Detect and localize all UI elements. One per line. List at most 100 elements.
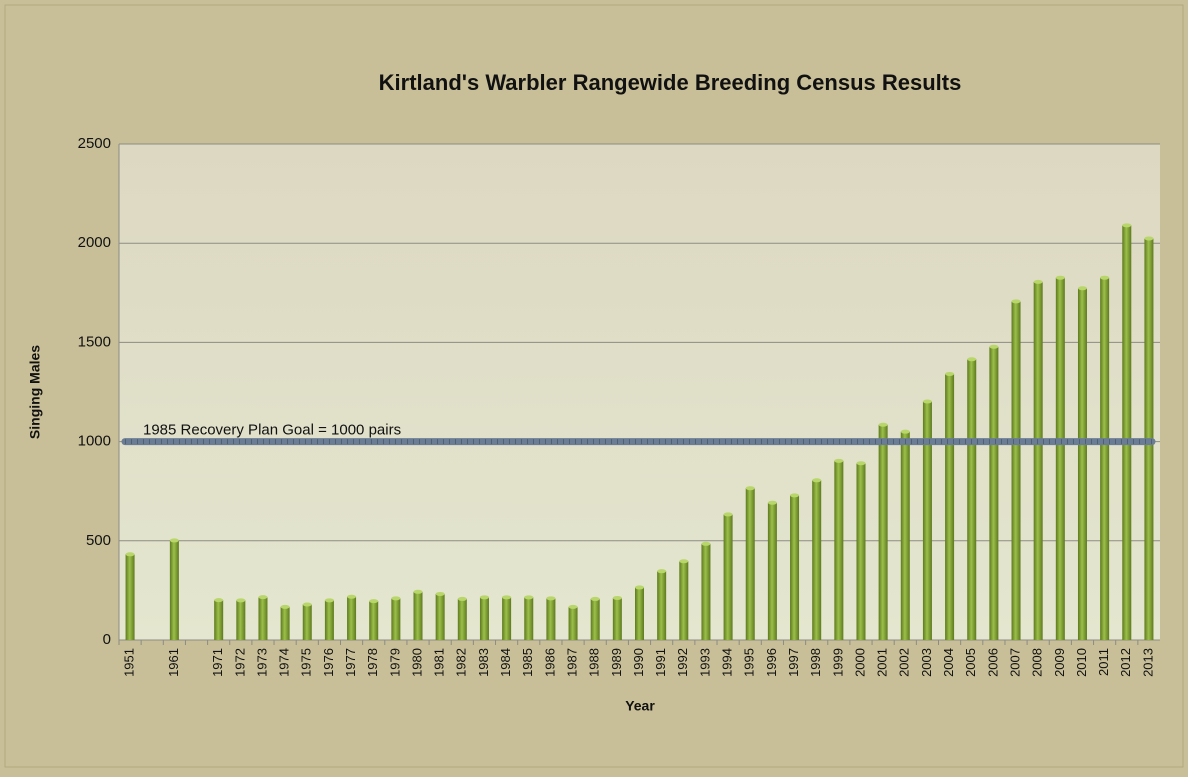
bar xyxy=(790,495,800,640)
bar-cap xyxy=(945,371,955,376)
bar-cap xyxy=(967,357,977,362)
bar xyxy=(1122,225,1132,640)
x-tick-label: 1976 xyxy=(321,648,336,677)
bar-cap xyxy=(125,552,135,557)
bar-cap xyxy=(1144,236,1154,241)
x-tick-label: 1989 xyxy=(609,648,624,677)
plot-area xyxy=(119,144,1160,640)
bar-cap xyxy=(391,596,401,601)
bar xyxy=(1011,301,1021,640)
x-tick-label: 1972 xyxy=(232,648,247,677)
bar-cap xyxy=(657,569,667,574)
bar xyxy=(324,600,334,640)
x-tick-label: 2004 xyxy=(941,648,956,677)
bar xyxy=(657,571,667,640)
bar xyxy=(701,543,711,640)
x-tick-label: 1984 xyxy=(498,648,513,677)
x-tick-label: 2011 xyxy=(1096,648,1111,676)
bar xyxy=(922,401,932,640)
bar-cap xyxy=(900,429,910,434)
bar-cap xyxy=(524,595,534,600)
bar-cap xyxy=(767,500,777,505)
x-tick-label: 1973 xyxy=(254,648,269,677)
x-axis-title: Year xyxy=(625,698,655,714)
x-tick-label: 2013 xyxy=(1140,648,1155,677)
bar-cap xyxy=(258,595,268,600)
x-tick-label: 1982 xyxy=(454,648,469,677)
bar xyxy=(125,554,135,640)
bar xyxy=(524,597,534,640)
goal-label: 1985 Recovery Plan Goal = 1000 pairs xyxy=(143,422,401,439)
x-tick-label: 2012 xyxy=(1118,648,1133,677)
bar xyxy=(302,604,312,640)
bar xyxy=(1055,277,1065,640)
bar xyxy=(989,346,999,640)
bar-cap xyxy=(1055,275,1065,280)
y-axis-title: Singing Males xyxy=(27,345,43,439)
bar-cap xyxy=(701,541,711,546)
bar-cap xyxy=(856,461,866,466)
bar-cap xyxy=(347,594,357,599)
bar-cap xyxy=(834,458,844,463)
bar-cap xyxy=(989,344,999,349)
y-tick-label: 2000 xyxy=(78,234,111,251)
bar-cap xyxy=(413,589,423,594)
bar-cap xyxy=(922,399,932,404)
x-tick-label: 1992 xyxy=(675,648,690,677)
y-tick-label: 500 xyxy=(86,532,111,549)
bar-cap xyxy=(324,598,334,603)
bar xyxy=(568,606,578,640)
bar xyxy=(856,463,866,640)
bar xyxy=(878,424,888,640)
x-tick-label: 2000 xyxy=(852,648,867,677)
x-tick-label: 1993 xyxy=(697,648,712,677)
bar xyxy=(834,460,844,640)
bar-cap xyxy=(280,604,290,609)
x-tick-label: 1987 xyxy=(564,648,579,677)
bar-cap xyxy=(435,591,445,596)
x-tick-label: 1975 xyxy=(299,648,314,677)
x-tick-label: 1979 xyxy=(387,648,402,677)
y-tick-label: 2500 xyxy=(78,135,111,152)
bar xyxy=(479,597,489,640)
bar xyxy=(214,600,224,640)
bar xyxy=(1033,281,1043,640)
bar xyxy=(723,514,733,640)
x-tick-label: 1994 xyxy=(720,648,735,677)
bar xyxy=(590,598,600,640)
bar-cap xyxy=(745,486,755,491)
bar xyxy=(413,591,423,640)
y-tick-label: 1000 xyxy=(78,433,111,450)
bar-cap xyxy=(590,596,600,601)
bar xyxy=(546,598,556,640)
y-tick-label: 0 xyxy=(103,631,111,648)
bar-cap xyxy=(679,559,689,564)
x-tick-label: 2006 xyxy=(985,648,1000,677)
bar-cap xyxy=(236,598,246,603)
x-tick-label: 2008 xyxy=(1030,648,1045,677)
bar-cap xyxy=(546,596,556,601)
bar xyxy=(767,502,777,640)
bar xyxy=(1077,288,1087,640)
x-tick-label: 1971 xyxy=(210,648,225,677)
bar xyxy=(258,597,268,640)
bar xyxy=(967,359,977,640)
x-tick-label: 2010 xyxy=(1074,648,1089,677)
x-tick-label: 2001 xyxy=(875,648,890,677)
bar xyxy=(169,540,179,640)
bar xyxy=(391,598,401,640)
bar-cap xyxy=(723,512,733,517)
x-tick-label: 2007 xyxy=(1007,648,1022,677)
bar xyxy=(369,601,379,640)
bar-cap xyxy=(502,595,512,600)
bar xyxy=(457,598,467,640)
bar-cap xyxy=(369,599,379,604)
x-tick-label: 2003 xyxy=(919,648,934,677)
x-tick-label: 1999 xyxy=(830,648,845,677)
bar xyxy=(347,596,357,640)
x-tick-label: 1986 xyxy=(542,648,557,677)
y-tick-label: 1500 xyxy=(78,333,111,350)
x-tick-label: 2005 xyxy=(963,648,978,677)
bar xyxy=(435,593,445,640)
x-tick-label: 1980 xyxy=(409,648,424,677)
